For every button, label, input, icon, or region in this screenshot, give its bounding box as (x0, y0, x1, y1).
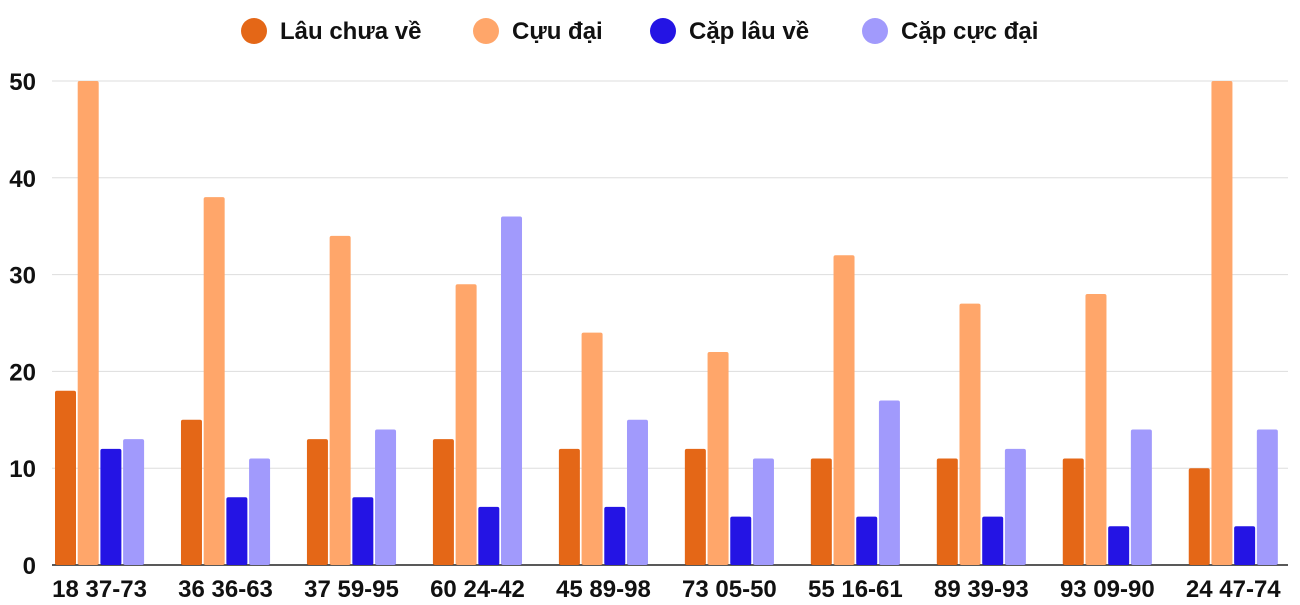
x-tick-label: 89 39-93 (934, 576, 1029, 600)
bar-group (432, 216, 523, 565)
bar (878, 400, 900, 565)
legend-label: Lâu chưa về (280, 18, 421, 45)
bar (1062, 458, 1084, 565)
bar (77, 81, 99, 565)
x-tick-label: 60 24-42 (430, 576, 525, 600)
legend-label: Cặp cực đại (901, 18, 1038, 45)
bar-group (1188, 81, 1278, 565)
x-tick-label: 55 16-61 (808, 576, 903, 600)
bar (478, 506, 500, 565)
y-tick-label: 0 (23, 553, 36, 580)
bar (684, 448, 706, 565)
y-tick-label: 20 (9, 359, 36, 386)
bar (55, 390, 76, 565)
bar (626, 419, 648, 565)
legend-swatch (241, 18, 267, 44)
bar (501, 216, 523, 565)
legend-swatch (650, 18, 676, 44)
bar-group (810, 255, 900, 566)
legend-swatch (862, 18, 888, 44)
legend-item: Cặp lâu về (650, 18, 809, 45)
x-axis-ticks: 18 37-73 36 36-63 37 59-95 60 24-42 45 89-98… (52, 576, 1281, 603)
bar (1256, 429, 1278, 565)
y-tick-label: 50 (9, 69, 36, 96)
bar-group (558, 332, 648, 565)
bar (856, 516, 878, 565)
bar (833, 255, 855, 566)
bar (352, 497, 374, 565)
y-axis-ticks: 0 10 20 30 40 50 (9, 69, 36, 580)
bar (249, 458, 271, 565)
bar (810, 458, 832, 565)
bar (1004, 448, 1026, 565)
bar (752, 458, 774, 565)
y-tick-label: 40 (9, 166, 36, 193)
bar-group (306, 235, 397, 565)
bar (1130, 429, 1152, 565)
bar-group (936, 303, 1026, 565)
x-tick-label: 36 36-63 (178, 576, 273, 600)
bar (730, 516, 752, 565)
bar (455, 284, 477, 565)
bar-group (684, 352, 774, 565)
bar (100, 448, 122, 565)
bar (123, 439, 145, 565)
bar (1188, 468, 1210, 565)
x-tick-label: 37 59-95 (304, 576, 399, 600)
legend: Lâu chưa về Cựu đại Cặp lâu về Cặp cực đại (241, 18, 1038, 45)
x-tick-label: 93 09-90 (1060, 576, 1155, 600)
bar (707, 352, 729, 565)
bar-group (180, 197, 271, 565)
bar (558, 448, 580, 565)
x-tick-label: 18 37-73 (52, 576, 147, 600)
legend-item: Cặp cực đại (862, 18, 1038, 45)
bar (1234, 526, 1256, 565)
y-tick-label: 30 (9, 263, 36, 290)
x-tick-label: 45 89-98 (556, 576, 651, 600)
bar (226, 497, 248, 565)
bar (936, 458, 958, 565)
bars (55, 81, 1278, 566)
bar (982, 516, 1004, 565)
bar (959, 303, 981, 565)
bar (604, 506, 626, 565)
bar (1085, 293, 1107, 565)
bar (432, 439, 454, 565)
bar (306, 439, 328, 565)
bar (329, 235, 351, 565)
legend-item: Cựu đại (473, 18, 603, 45)
bar (203, 197, 225, 565)
x-tick-label: 24 47-74 (1186, 576, 1281, 600)
legend-label: Cựu đại (512, 18, 603, 45)
x-tick-label: 73 05-50 (682, 576, 777, 600)
y-tick-label: 10 (9, 456, 36, 483)
legend-label: Cặp lâu về (689, 18, 809, 45)
bar (375, 429, 397, 565)
bar (581, 332, 603, 565)
bar (180, 419, 202, 565)
bar-group (1062, 293, 1152, 565)
bar (1211, 81, 1233, 565)
bar (1108, 526, 1130, 565)
bar-group (55, 81, 145, 565)
legend-item: Lâu chưa về (241, 18, 421, 45)
legend-swatch (473, 18, 499, 44)
